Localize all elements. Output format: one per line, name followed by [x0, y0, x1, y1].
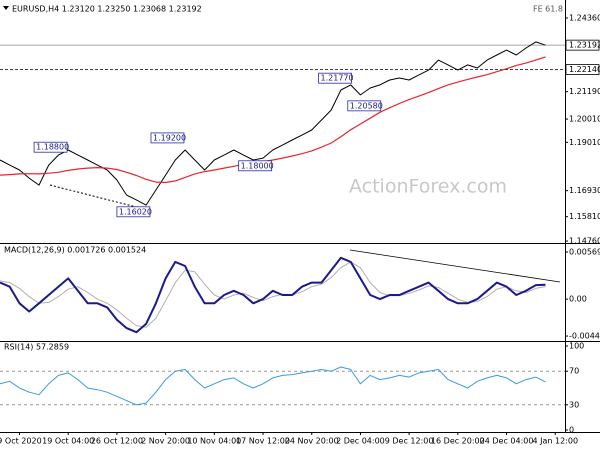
- annotation-label: 1.18000: [241, 161, 274, 170]
- price-box: [565, 39, 600, 51]
- annotation-label: 1.18800: [36, 143, 69, 152]
- price-box-label: 1.22140: [569, 65, 600, 74]
- y-tick-label: 1.21190: [569, 87, 600, 96]
- x-tick-label: 4 Jan 12:00: [532, 437, 578, 446]
- price-box-label: 1.23192: [569, 41, 600, 50]
- y-tick-label: 1.20010: [569, 115, 600, 124]
- annotation-box: [318, 72, 352, 84]
- trend-line: [49, 184, 149, 211]
- x-tick-label: 10 Nov 04:00: [187, 437, 241, 446]
- trend-line: [349, 249, 561, 283]
- y-tick-label: 1.15810: [569, 212, 600, 221]
- series-line: [0, 256, 546, 334]
- x-tick-label: 24 Nov 20:00: [285, 437, 339, 446]
- x-tick-label: 19 Oct 04:00: [42, 437, 94, 446]
- x-tick-label: 16 Dec 20:00: [431, 437, 485, 446]
- series-line: [0, 41, 546, 206]
- y-tick-label: 0.00: [569, 295, 587, 304]
- menu-icon: [3, 6, 9, 10]
- watermark: ActionForex.com: [349, 176, 507, 198]
- panel-title: MACD(12,26,9) 0.001726 0.001524: [4, 246, 146, 255]
- y-tick-label: 0: [569, 425, 574, 434]
- y-tick-label: 100: [569, 342, 584, 351]
- y-tick-label: 1.19010: [569, 138, 600, 147]
- series-line: [0, 56, 546, 184]
- x-tick-label: 26 Oct 12:00: [91, 437, 143, 446]
- y-tick-label: -0.00446: [569, 332, 600, 341]
- panel-title: EURUSD,H4 1.23120 1.23250 1.23068 1.2319…: [12, 5, 202, 14]
- x-tick-label: 2 Dec 04:00: [336, 437, 385, 446]
- annotation-box: [238, 160, 273, 172]
- annotation-label: 1.16020: [119, 207, 152, 216]
- x-tick-label: 2 Nov 20:00: [141, 437, 190, 446]
- x-tick-label: 17 Nov 12:00: [236, 437, 290, 446]
- x-tick-label: 9 Dec 12:00: [385, 437, 434, 446]
- price-box: [565, 64, 600, 75]
- annotation-box: [33, 141, 68, 153]
- y-tick-label: 30: [569, 400, 579, 409]
- annotation-label: 1.19200: [153, 133, 186, 142]
- x-tick-label: 24 Dec 04:00: [480, 437, 534, 446]
- annotation-label: 1.20580: [350, 101, 383, 110]
- x-tick-label: 9 Oct 2020: [0, 437, 42, 446]
- y-tick-label: 1.24360: [569, 14, 600, 23]
- y-tick-label: 1.16930: [569, 186, 600, 195]
- annotation-label: 1.21770: [321, 74, 354, 83]
- panel-title: RSI(14) 57.2859: [4, 343, 69, 352]
- annotation-box: [347, 100, 382, 112]
- y-tick-label: 1.14760: [569, 237, 600, 246]
- panel-note: FE 61.8: [533, 5, 563, 14]
- annotation-box: [116, 206, 151, 218]
- series-line: [0, 366, 546, 406]
- y-tick-label: 70: [569, 367, 579, 376]
- series-line: [0, 261, 546, 328]
- annotation-box: [150, 132, 185, 144]
- y-tick-label: 0.00569: [569, 248, 600, 257]
